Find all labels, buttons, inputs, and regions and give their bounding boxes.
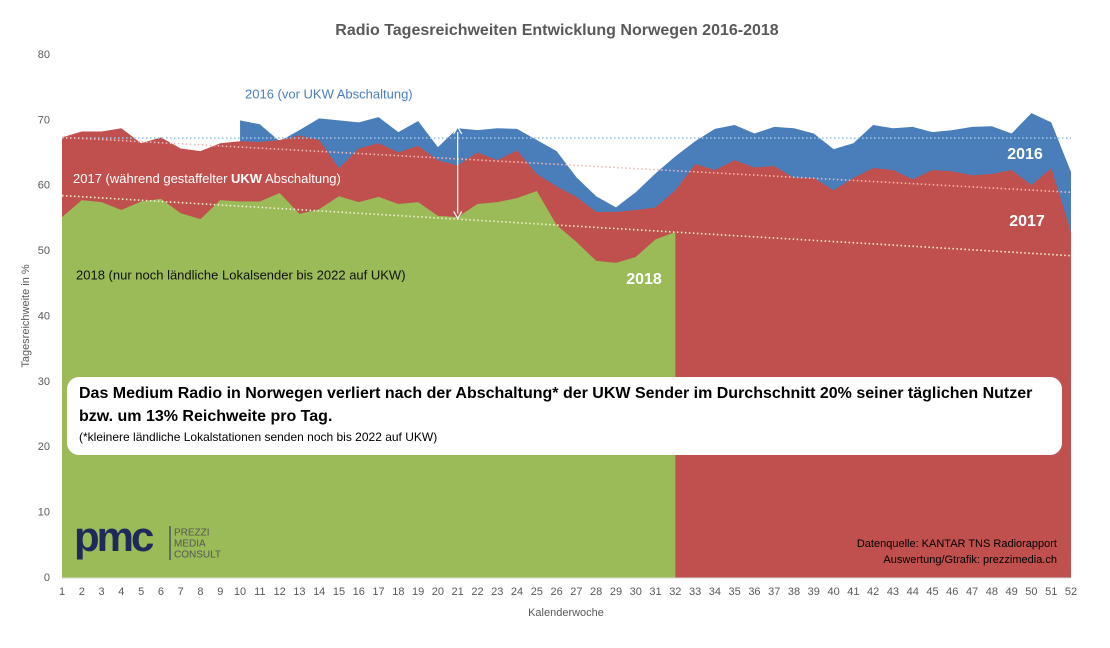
x-tick-label: 13 — [293, 586, 305, 598]
x-tick-label: 28 — [590, 586, 602, 598]
y-tick-label: 70 — [38, 114, 50, 126]
label-2017: 2017 (während gestaffelter UKW Abschaltu… — [73, 171, 341, 186]
y-tick-label: 10 — [38, 507, 50, 519]
x-tick-label: 48 — [986, 586, 998, 598]
x-tick-label: 2 — [79, 586, 85, 598]
series-label: 2018 — [626, 271, 662, 288]
x-tick-label: 35 — [729, 586, 741, 598]
x-tick-label: 46 — [946, 586, 958, 598]
overlay: 2016 (vor UKW Abschaltung) 2017 (während… — [67, 86, 1062, 566]
x-tick-label: 39 — [808, 586, 820, 598]
x-tick-label: 7 — [178, 586, 184, 598]
x-tick-label: 5 — [138, 586, 144, 598]
x-tick-label: 20 — [432, 586, 444, 598]
x-tick-label: 23 — [491, 586, 503, 598]
x-tick-label: 37 — [768, 586, 780, 598]
source: Auswertung/Gtrafik: prezzimedia.ch — [883, 554, 1057, 566]
x-tick-label: 45 — [926, 586, 938, 598]
x-tick-label: 8 — [197, 586, 203, 598]
x-tick-label: 26 — [550, 586, 562, 598]
source: Datenquelle: KANTAR TNS Radiorapport — [857, 538, 1057, 550]
x-tick-label: 31 — [649, 586, 661, 598]
x-tick-label: 42 — [867, 586, 879, 598]
x-tick-label: 40 — [827, 586, 839, 598]
x-tick-label: 52 — [1065, 586, 1077, 598]
label-part: 2017 (während gestaffelter — [73, 171, 231, 186]
note-line: bzw. um 13% Reichweite pro Tag. — [79, 408, 332, 425]
x-tick-label: 21 — [452, 586, 464, 598]
x-tick-label: 51 — [1045, 586, 1057, 598]
trend-line — [61, 194, 1072, 257]
x-tick-label: 44 — [907, 586, 919, 598]
x-tick-label: 32 — [669, 586, 681, 598]
x-tick-label: 4 — [118, 586, 124, 598]
y-tick-label: 30 — [38, 376, 50, 388]
y-axis-label: Tagesreichweite in % — [20, 264, 32, 368]
x-tick-label: 10 — [234, 586, 246, 598]
y-tick-label: 0 — [44, 572, 50, 584]
label-part: UKW — [231, 171, 263, 186]
y-tick-label: 40 — [38, 310, 50, 322]
note-line: Das Medium Radio in Norwegen verliert na… — [79, 385, 1032, 402]
y-tick-label: 50 — [38, 245, 50, 257]
series-label: 2016 — [1007, 146, 1043, 163]
logo-text: CONSULT — [174, 550, 221, 561]
trend-line — [61, 136, 1072, 194]
x-tick-label: 9 — [217, 586, 223, 598]
x-tick-label: 14 — [313, 586, 325, 598]
arrow-head — [453, 125, 463, 135]
label-part: Abschaltung) — [262, 171, 341, 186]
chart-title: Radio Tagesreichweiten Entwicklung Norwe… — [335, 22, 779, 39]
x-tick-label: 15 — [333, 586, 345, 598]
x-tick-label: 43 — [887, 586, 899, 598]
x-tick-label: 30 — [630, 586, 642, 598]
x-tick-label: 36 — [748, 586, 760, 598]
x-tick-label: 41 — [847, 586, 859, 598]
logo-mark: pmc — [74, 513, 154, 560]
x-tick-label: 29 — [610, 586, 622, 598]
y-tick-label: 20 — [38, 441, 50, 453]
note-small: (*kleinere ländliche Lokalstationen send… — [79, 430, 437, 444]
logo-text: MEDIA — [174, 539, 206, 550]
x-tick-label: 33 — [689, 586, 701, 598]
x-tick-label: 6 — [158, 586, 164, 598]
x-tick-label: 1 — [59, 586, 65, 598]
x-tick-label: 50 — [1025, 586, 1037, 598]
x-tick-label: 19 — [412, 586, 424, 598]
x-tick-label: 17 — [372, 586, 384, 598]
x-tick-label: 3 — [99, 586, 105, 598]
x-tick-label: 49 — [1006, 586, 1018, 598]
x-axis-label: Kalenderwoche — [528, 607, 604, 619]
label-2018: 2018 (nur noch ländliche Lokalsender bis… — [76, 267, 406, 282]
x-tick-label: 11 — [254, 586, 265, 598]
x-tick-label: 47 — [966, 586, 978, 598]
x-tick-label: 16 — [353, 586, 365, 598]
x-tick-label: 34 — [709, 586, 721, 598]
y-tick-label: 80 — [38, 49, 50, 61]
x-tick-label: 38 — [788, 586, 800, 598]
x-tick-label: 22 — [471, 586, 483, 598]
x-tick-label: 27 — [570, 586, 582, 598]
note-box — [67, 377, 1062, 455]
x-tick-label: 18 — [392, 586, 404, 598]
logo-text: PREZZI — [174, 528, 210, 539]
y-tick-label: 60 — [38, 180, 50, 192]
x-tick-label: 25 — [531, 586, 543, 598]
label-2016: 2016 (vor UKW Abschaltung) — [245, 86, 413, 101]
x-tick-label: 24 — [511, 586, 523, 598]
x-tick-label: 12 — [274, 586, 286, 598]
arrow-head — [453, 211, 463, 220]
series-label: 2017 — [1009, 213, 1045, 230]
